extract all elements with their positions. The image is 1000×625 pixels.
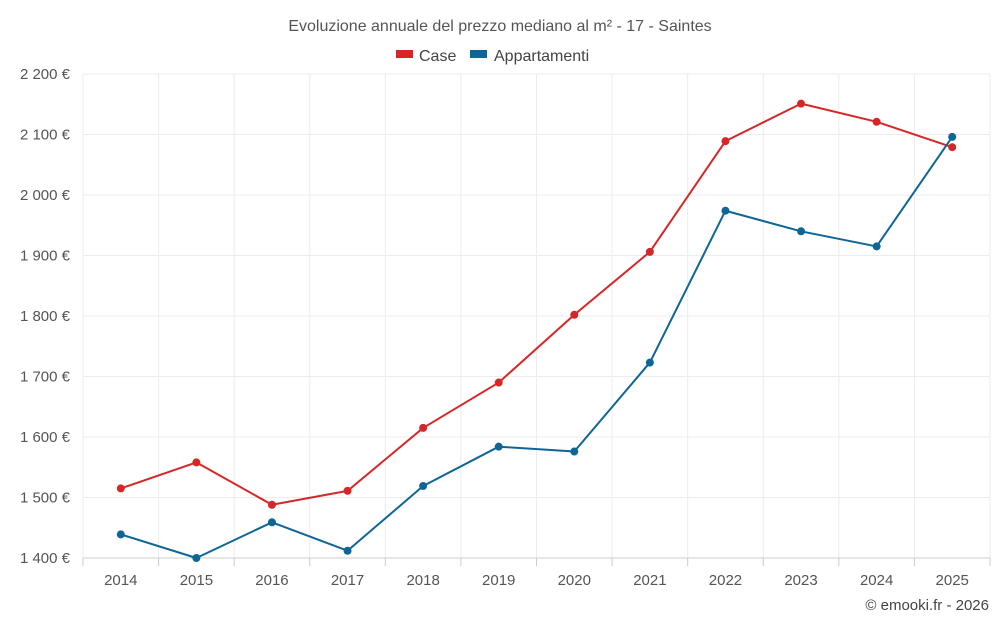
data-point-appartamenti[interactable] xyxy=(872,242,881,251)
credit-text: © emooki.fr - 2026 xyxy=(865,597,989,614)
x-tick-label: 2025 xyxy=(936,572,969,589)
data-point-appartamenti[interactable] xyxy=(419,482,428,491)
data-point-appartamenti[interactable] xyxy=(797,227,806,236)
data-point-case[interactable] xyxy=(721,137,730,146)
data-point-appartamenti[interactable] xyxy=(570,447,579,456)
data-point-case[interactable] xyxy=(645,247,654,256)
legend: Case Appartamenti xyxy=(396,48,589,65)
legend-label-appartamenti: Appartamenti xyxy=(494,48,589,65)
y-tick-label: 2 100 € xyxy=(20,127,71,144)
data-point-case[interactable] xyxy=(267,500,276,509)
x-tick-label: 2022 xyxy=(709,572,742,589)
y-tick-label: 2 200 € xyxy=(20,66,71,83)
series-case xyxy=(116,99,957,509)
legend-swatch-case xyxy=(396,50,413,58)
y-tick-label: 1 500 € xyxy=(20,490,71,507)
series-appartamenti xyxy=(116,132,957,562)
data-point-appartamenti[interactable] xyxy=(343,546,352,555)
data-point-case[interactable] xyxy=(797,99,806,108)
data-point-case[interactable] xyxy=(419,423,428,432)
x-tick-label: 2020 xyxy=(558,572,591,589)
data-point-case[interactable] xyxy=(570,310,579,319)
data-point-case[interactable] xyxy=(494,378,503,387)
data-point-appartamenti[interactable] xyxy=(116,530,125,539)
data-point-appartamenti[interactable] xyxy=(494,442,503,451)
x-tick-label: 2024 xyxy=(860,572,893,589)
series-line-case xyxy=(120,102,953,506)
x-tick-label: 2023 xyxy=(784,572,817,589)
data-point-appartamenti[interactable] xyxy=(267,518,276,527)
data-point-case[interactable] xyxy=(872,117,881,126)
y-tick-label: 2 000 € xyxy=(20,187,71,204)
data-point-appartamenti[interactable] xyxy=(948,132,957,141)
data-point-appartamenti[interactable] xyxy=(645,358,654,367)
data-point-case[interactable] xyxy=(343,486,352,495)
x-tick-label: 2015 xyxy=(180,572,213,589)
chart-title: Evoluzione annuale del prezzo mediano al… xyxy=(288,18,711,35)
x-tick-label: 2017 xyxy=(331,572,364,589)
axes: 1 400 € 1 500 € 1 600 € 1 700 € 1 800 € 1 900… xyxy=(20,66,991,589)
data-point-appartamenti[interactable] xyxy=(721,206,730,215)
x-tick-label: 2018 xyxy=(406,572,439,589)
series-line-appartamenti xyxy=(120,136,954,559)
legend-swatch-appartamenti xyxy=(470,50,487,58)
data-point-case[interactable] xyxy=(192,458,201,467)
y-tick-label: 1 900 € xyxy=(20,248,71,265)
legend-label-case: Case xyxy=(419,48,456,65)
y-tick-label: 1 800 € xyxy=(20,308,71,325)
data-point-case[interactable] xyxy=(116,484,125,493)
y-tick-label: 1 700 € xyxy=(20,369,71,386)
data-point-case[interactable] xyxy=(948,143,957,152)
y-tick-label: 1 400 € xyxy=(20,550,71,567)
x-tick-label: 2021 xyxy=(633,572,666,589)
data-point-appartamenti[interactable] xyxy=(192,554,201,562)
x-tick-label: 2016 xyxy=(255,572,288,589)
x-tick-label: 2019 xyxy=(482,572,515,589)
x-tick-label: 2014 xyxy=(104,572,137,589)
y-tick-label: 1 600 € xyxy=(20,429,71,446)
grid xyxy=(82,73,991,558)
series-layer xyxy=(116,99,957,562)
